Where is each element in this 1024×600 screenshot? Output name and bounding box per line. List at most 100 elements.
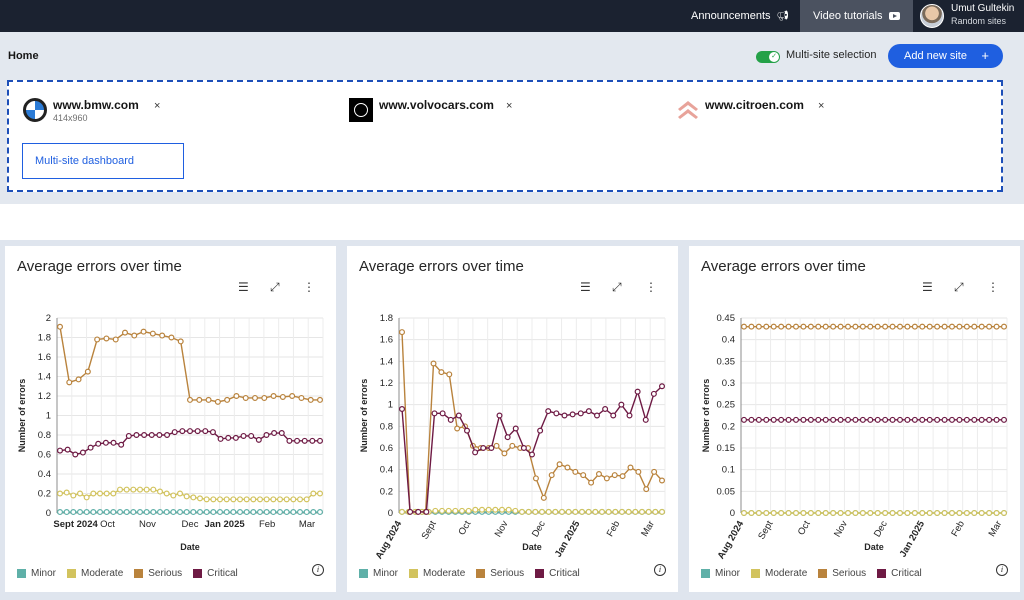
- data-point-moderate: [659, 508, 666, 515]
- legend-item-minor[interactable]: Minor: [359, 568, 398, 579]
- user-profile[interactable]: Umut Gultekin Random sites: [920, 2, 1024, 30]
- legend-label: Moderate: [765, 568, 808, 579]
- data-point-serious: [307, 396, 314, 403]
- spacer: [0, 204, 1024, 240]
- data-point-moderate: [963, 510, 970, 517]
- y-tick-label: 1.4: [380, 356, 393, 367]
- data-point-critical: [463, 427, 470, 434]
- legend-label: Minor: [31, 568, 57, 579]
- data-point-critical: [148, 432, 155, 439]
- data-point-serious: [196, 396, 203, 403]
- data-point-moderate: [183, 493, 190, 500]
- expand-icon[interactable]: ⤢: [954, 280, 964, 294]
- expand-icon[interactable]: ⤢: [270, 280, 280, 294]
- data-point-critical: [255, 436, 262, 443]
- data-point-critical: [545, 408, 552, 415]
- data-point-critical: [537, 427, 544, 434]
- data-point-critical: [317, 437, 324, 444]
- remove-site-icon[interactable]: ×: [818, 100, 825, 112]
- data-point-moderate: [472, 506, 479, 513]
- add-new-site-button[interactable]: Add new site +: [888, 44, 1003, 68]
- remove-site-icon[interactable]: ×: [506, 100, 513, 112]
- legend-item-serious[interactable]: Serious: [476, 568, 524, 579]
- data-point-serious: [446, 371, 453, 378]
- x-tick-label: Nov: [832, 519, 850, 539]
- legend-item-minor[interactable]: Minor: [701, 568, 740, 579]
- data-point-serious: [993, 323, 1000, 330]
- data-point-moderate: [438, 507, 445, 514]
- info-icon[interactable]: i: [312, 564, 324, 576]
- data-point-minor: [317, 509, 324, 516]
- data-point-minor: [250, 509, 257, 516]
- data-point-critical: [194, 428, 201, 435]
- data-point-moderate: [845, 510, 852, 517]
- legend-item-critical[interactable]: Critical: [535, 568, 580, 579]
- y-tick-label: 1.8: [380, 313, 393, 324]
- data-point-serious: [635, 468, 642, 475]
- remove-site-icon[interactable]: ×: [154, 100, 161, 112]
- data-point-moderate: [755, 510, 762, 517]
- overflow-menu-icon[interactable]: ⋮: [303, 280, 315, 294]
- overflow-menu-icon[interactable]: ⋮: [645, 280, 657, 294]
- legend-item-moderate[interactable]: Moderate: [67, 568, 123, 579]
- legend-item-serious[interactable]: Serious: [134, 568, 182, 579]
- data-point-serious: [556, 461, 563, 468]
- data-point-critical: [248, 432, 255, 439]
- data-point-serious: [121, 329, 128, 336]
- data-point-moderate: [270, 496, 277, 503]
- legend-swatch: [134, 569, 144, 578]
- multi-site-dashboard-button[interactable]: Multi-site dashboard: [22, 143, 184, 179]
- announcements-link[interactable]: Announcements 📢︎: [691, 0, 789, 32]
- video-tutorials-link[interactable]: Video tutorials: [800, 0, 913, 32]
- data-point-moderate: [317, 490, 324, 497]
- data-point-moderate: [116, 486, 123, 493]
- table-view-icon[interactable]: ☰: [238, 280, 249, 294]
- data-point-minor: [237, 509, 244, 516]
- legend-swatch: [751, 569, 761, 578]
- data-point-critical: [650, 390, 657, 397]
- data-point-minor: [203, 509, 210, 516]
- legend-item-critical[interactable]: Critical: [193, 568, 238, 579]
- legend-item-critical[interactable]: Critical: [877, 568, 922, 579]
- data-point-moderate: [859, 510, 866, 517]
- data-point-moderate: [445, 507, 452, 514]
- data-point-moderate: [499, 506, 506, 513]
- data-point-minor: [183, 509, 190, 516]
- legend-item-moderate[interactable]: Moderate: [751, 568, 807, 579]
- data-point-moderate: [889, 510, 896, 517]
- data-point-critical: [164, 432, 171, 439]
- data-point-serious: [792, 323, 799, 330]
- legend-label: Minor: [373, 568, 399, 579]
- data-point-moderate: [763, 510, 770, 517]
- data-point-moderate: [919, 510, 926, 517]
- data-point-minor: [197, 509, 204, 516]
- data-point-critical: [278, 430, 285, 437]
- table-view-icon[interactable]: ☰: [922, 280, 933, 294]
- breadcrumb-home[interactable]: Home: [8, 50, 39, 62]
- y-tick-label: 0: [388, 508, 393, 519]
- overflow-menu-icon[interactable]: ⋮: [987, 280, 999, 294]
- data-point-serious: [261, 394, 268, 401]
- data-point-serious: [619, 473, 626, 480]
- legend-item-serious[interactable]: Serious: [818, 568, 866, 579]
- y-tick-label: 0.6: [38, 450, 51, 461]
- data-point-serious: [627, 464, 634, 471]
- info-icon[interactable]: i: [654, 564, 666, 576]
- legend-item-minor[interactable]: Minor: [17, 568, 56, 579]
- expand-icon[interactable]: ⤢: [612, 280, 622, 294]
- bmw-logo-icon: [23, 98, 47, 122]
- data-point-minor: [103, 509, 110, 516]
- data-point-serious: [911, 323, 918, 330]
- multisite-toggle[interactable]: [756, 51, 780, 63]
- data-point-serious: [659, 477, 666, 484]
- data-point-critical: [634, 388, 641, 395]
- data-point-critical: [978, 416, 985, 423]
- data-point-moderate: [197, 495, 204, 502]
- legend-item-moderate[interactable]: Moderate: [409, 568, 465, 579]
- data-point-critical: [415, 508, 422, 515]
- data-point-moderate: [911, 510, 918, 517]
- data-point-critical: [770, 416, 777, 423]
- data-point-serious: [540, 494, 547, 501]
- info-icon[interactable]: i: [996, 564, 1008, 576]
- table-view-icon[interactable]: ☰: [580, 280, 591, 294]
